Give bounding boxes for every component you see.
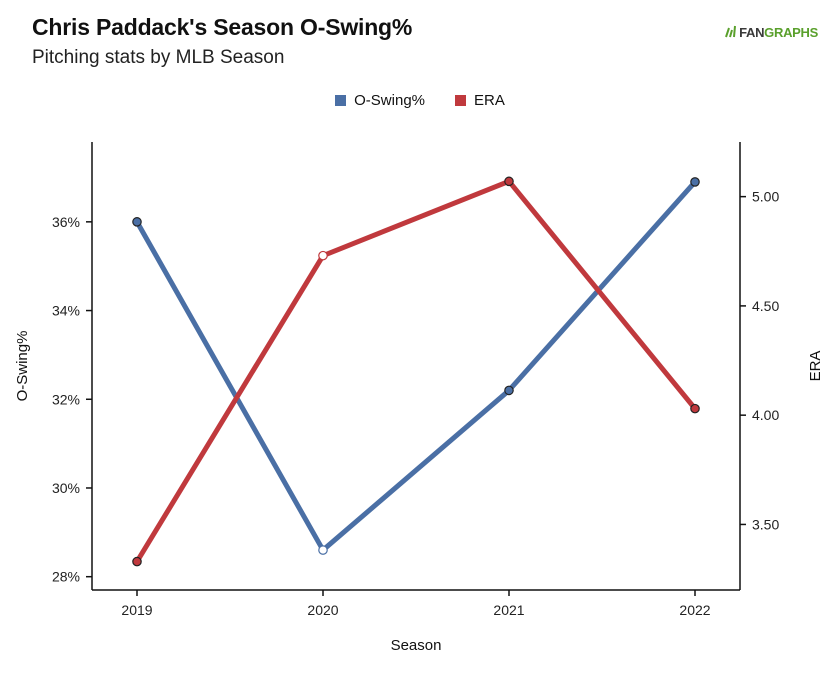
logo-text-graphs: GRAPHS (764, 25, 818, 40)
left-tick-label: 28% (52, 569, 80, 585)
legend-item-era[interactable]: ERA (455, 92, 505, 109)
left-axis-title: O-Swing% (14, 331, 31, 402)
fangraphs-logo-icon (725, 24, 737, 41)
right-tick-label: 4.00 (752, 407, 779, 423)
right-tick-label: 4.50 (752, 298, 779, 314)
legend: O-Swing% ERA (0, 92, 840, 109)
x-tick-label: 2020 (307, 602, 338, 618)
left-tick-label: 36% (52, 214, 80, 230)
legend-swatch-oswing (335, 95, 347, 106)
right-axis-title: ERA (807, 351, 824, 382)
data-point-oswing (690, 177, 700, 187)
chart-subtitle: Pitching stats by MLB Season (32, 47, 285, 68)
left-tick-label: 30% (52, 480, 80, 496)
series-line-era (134, 178, 698, 565)
data-point-era (690, 403, 700, 414)
x-tick-label: 2021 (493, 602, 524, 618)
data-point-era (318, 250, 328, 261)
x-axis-title: Season (391, 637, 442, 654)
legend-item-oswing[interactable]: O-Swing% (335, 92, 425, 109)
data-point-oswing (318, 545, 328, 555)
chart-title: Chris Paddack's Season O-Swing% (32, 14, 413, 40)
x-tick-label: 2019 (121, 602, 152, 618)
data-point-oswing (504, 385, 514, 396)
logo-text-fan: FAN (739, 25, 765, 40)
left-tick-label: 34% (52, 303, 80, 319)
data-point-era (132, 556, 142, 567)
left-tick-label: 32% (52, 391, 80, 407)
legend-swatch-era (455, 95, 466, 106)
series-line-oswing (134, 179, 698, 553)
legend-label-era: ERA (474, 92, 505, 109)
x-tick-label: 2022 (679, 602, 710, 618)
data-point-era (504, 176, 514, 187)
fangraphs-logo[interactable]: FAN GRAPHS (725, 24, 818, 41)
right-tick-label: 3.50 (752, 516, 779, 532)
data-point-oswing (132, 217, 142, 227)
legend-label-oswing: O-Swing% (354, 92, 425, 109)
right-tick-label: 5.00 (752, 189, 779, 205)
